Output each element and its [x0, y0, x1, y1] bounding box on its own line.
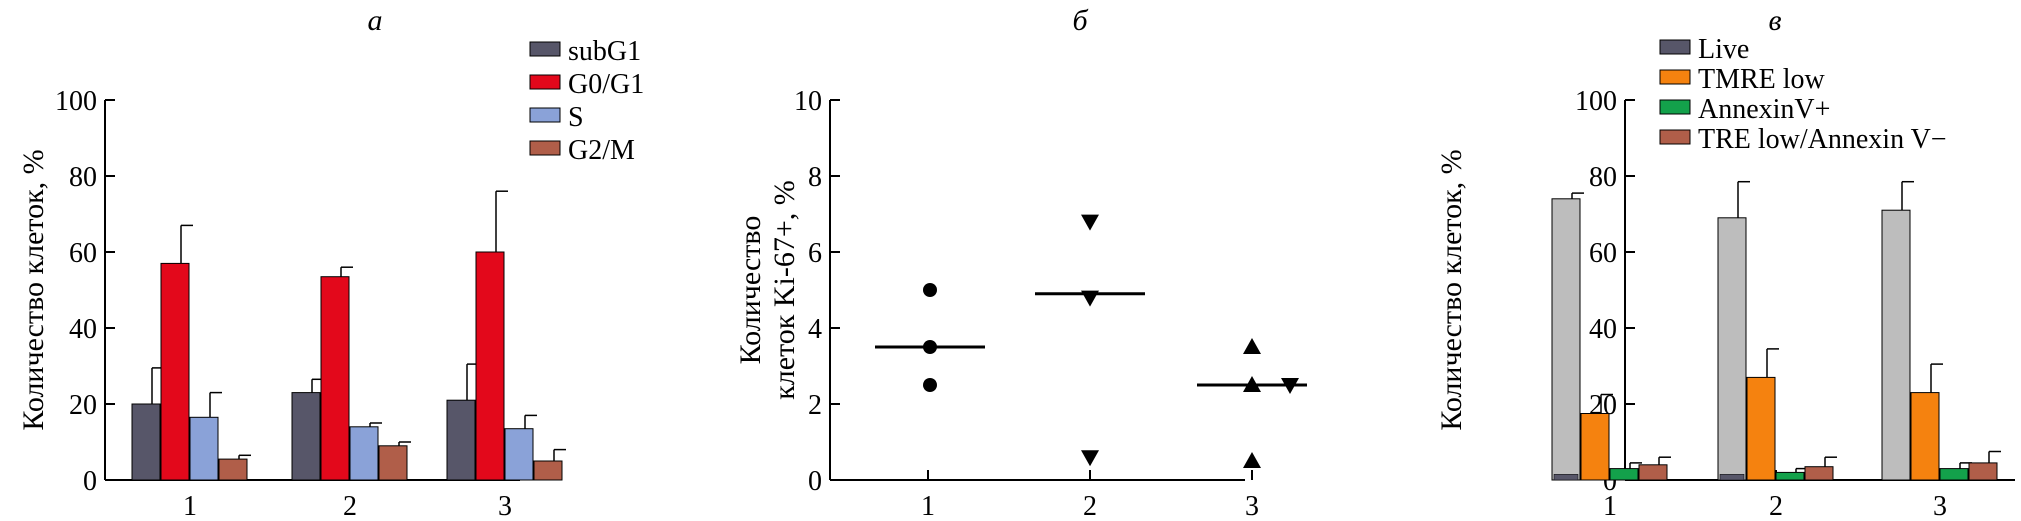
legend-label: subG1 — [568, 36, 641, 67]
bar — [320, 276, 350, 481]
y-tick-label: 60 — [69, 238, 97, 269]
bar — [378, 445, 408, 481]
data-point — [923, 378, 937, 392]
y-tick-label: 10 — [794, 86, 822, 117]
y-axis-title-line: Количество — [734, 216, 767, 365]
legend-label: TRE low/Annexin V− — [1698, 124, 1947, 155]
y-tick-label: 80 — [69, 162, 97, 193]
y-tick-label: 0 — [83, 466, 97, 497]
x-tick-label: 2 — [1769, 491, 1783, 521]
y-tick-label: 4 — [808, 314, 822, 345]
data-point — [1081, 450, 1099, 467]
legend-swatch — [529, 74, 561, 90]
x-tick-label: 3 — [1245, 491, 1259, 521]
y-tick-label: 40 — [1589, 314, 1617, 345]
bar — [475, 251, 505, 481]
bar — [218, 458, 248, 481]
legend-swatch — [1659, 99, 1691, 115]
y-tick-label: 20 — [69, 390, 97, 421]
bar — [1551, 198, 1581, 481]
y-axis-title: Количество клеток, % — [1435, 149, 1468, 430]
bar — [533, 460, 563, 481]
bar — [446, 399, 476, 481]
bar — [1717, 217, 1747, 481]
panel-label: а — [368, 4, 383, 37]
legend-label: AnnexinV+ — [1698, 94, 1830, 125]
data-point — [1281, 378, 1299, 394]
legend-swatch — [1659, 69, 1691, 85]
bar — [1804, 466, 1834, 481]
legend-label: TMRE low — [1698, 64, 1826, 95]
bar — [1910, 392, 1940, 481]
data-point — [1243, 338, 1261, 354]
bar — [1746, 376, 1776, 481]
y-tick-label: 60 — [1589, 238, 1617, 269]
overlay-bar — [1719, 474, 1745, 481]
bar — [504, 428, 534, 481]
panel-label: в — [1768, 4, 1781, 37]
legend-label: S — [568, 102, 584, 133]
y-tick-label: 100 — [55, 86, 97, 117]
y-axis-title-line: клеток Ki-67+, % — [768, 180, 801, 400]
data-point — [1081, 214, 1099, 231]
y-tick-label: 0 — [808, 466, 822, 497]
y-tick-label: 8 — [808, 162, 822, 193]
bar — [1968, 462, 1998, 481]
legend-swatch — [529, 107, 561, 123]
y-tick-label: 100 — [1575, 86, 1617, 117]
x-tick-label: 3 — [498, 491, 512, 521]
bar — [1939, 468, 1969, 481]
legend-label: Live — [1698, 34, 1749, 65]
legend-swatch — [1659, 129, 1691, 145]
x-tick-label: 1 — [183, 491, 197, 521]
bar — [1638, 464, 1668, 481]
data-point — [923, 283, 937, 297]
legend-label: G2/M — [568, 135, 635, 166]
bar — [291, 392, 321, 481]
overlay-bar — [1553, 474, 1579, 481]
data-point — [1243, 452, 1261, 468]
legend-swatch — [529, 41, 561, 57]
x-tick-label: 2 — [1083, 491, 1097, 521]
legend-label: G0/G1 — [568, 69, 644, 100]
y-tick-label: 80 — [1589, 162, 1617, 193]
y-axis-title: Количество клеток, % — [17, 149, 50, 430]
bar — [1881, 209, 1911, 481]
chart-panel-1: а 0 20 40 60 80 100 1 2 3 Количество клеток, % subG… — [17, 4, 644, 521]
data-point — [1081, 290, 1099, 307]
legend-swatch — [1659, 39, 1691, 55]
bar — [1580, 413, 1610, 481]
x-tick-label: 3 — [1933, 491, 1947, 521]
y-tick-label: 40 — [69, 314, 97, 345]
data-point — [1243, 376, 1261, 392]
legend-swatch — [529, 140, 561, 156]
bar — [160, 262, 190, 481]
bar — [189, 416, 219, 481]
x-tick-label: 1 — [921, 491, 935, 521]
bar — [131, 403, 161, 481]
bar — [349, 426, 379, 481]
x-tick-label: 1 — [1603, 491, 1617, 521]
y-tick-label: 2 — [808, 390, 822, 421]
y-tick-label: 6 — [808, 238, 822, 269]
x-tick-label: 2 — [343, 491, 357, 521]
data-point — [923, 340, 937, 354]
bar — [1609, 468, 1639, 481]
bar — [1775, 471, 1805, 481]
panel-label: б — [1072, 4, 1088, 37]
